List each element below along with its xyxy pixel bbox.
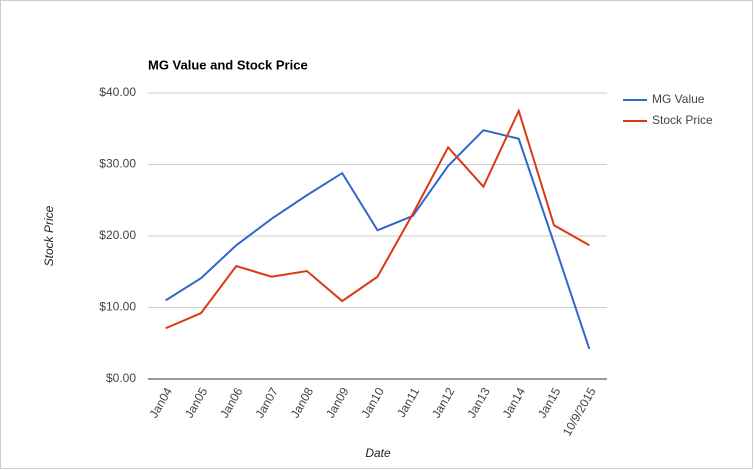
- legend-label: MG Value: [652, 92, 705, 106]
- y-tick-label: $20.00: [99, 228, 136, 242]
- line: [165, 108, 590, 330]
- y-axis-title: Stock Price: [42, 205, 56, 266]
- y-tick-label: $30.00: [99, 157, 136, 171]
- y-tick-label: $10.00: [99, 300, 136, 314]
- x-axis-title: Date: [365, 446, 391, 460]
- y-tick-label: $0.00: [106, 371, 136, 385]
- line: [165, 129, 591, 350]
- legend-label: Stock Price: [652, 113, 713, 127]
- chart-title: MG Value and Stock Price: [148, 57, 308, 72]
- y-tick-label: $40.00: [99, 85, 136, 99]
